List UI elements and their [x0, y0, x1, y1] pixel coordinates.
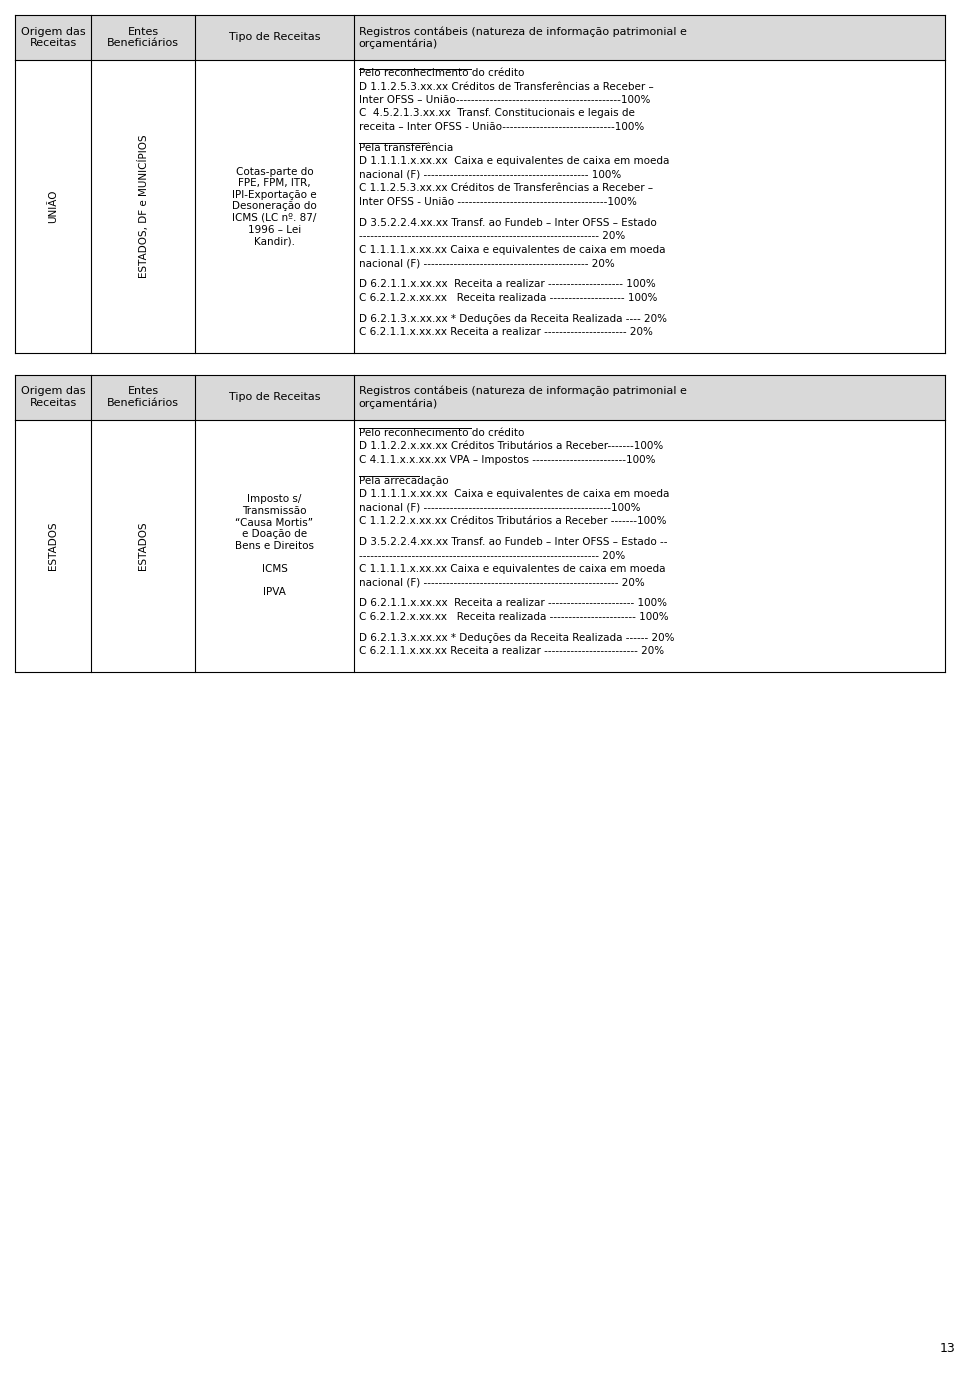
- Text: C  4.5.2.1.3.xx.xx  Transf. Constitucionais e legais de: C 4.5.2.1.3.xx.xx Transf. Constitucionai…: [358, 108, 635, 118]
- Text: D 3.5.2.2.4.xx.xx Transf. ao Fundeb – Inter OFSS – Estado --: D 3.5.2.2.4.xx.xx Transf. ao Fundeb – In…: [358, 537, 667, 546]
- Bar: [15, 15, 945, 60]
- Text: ---------------------------------------------------------------- 20%: ----------------------------------------…: [358, 551, 625, 560]
- Text: Pelo reconhecimento do crédito: Pelo reconhecimento do crédito: [358, 69, 524, 78]
- Text: Entes
Beneficiários: Entes Beneficiários: [108, 26, 180, 48]
- Text: ---------------------------------------------------------------- 20%: ----------------------------------------…: [358, 231, 625, 242]
- Text: Tipo de Receitas: Tipo de Receitas: [228, 393, 321, 402]
- Bar: [15, 375, 945, 420]
- Text: Entes
Beneficiários: Entes Beneficiários: [108, 386, 180, 408]
- Text: Pela arrecadação: Pela arrecadação: [358, 475, 448, 486]
- Text: D 1.1.1.1.x.xx.xx  Caixa e equivalentes de caixa em moeda: D 1.1.1.1.x.xx.xx Caixa e equivalentes d…: [358, 489, 669, 500]
- Bar: [15, 60, 945, 353]
- Text: Inter OFSS - União ----------------------------------------100%: Inter OFSS - União ---------------------…: [358, 196, 636, 207]
- Text: Registros contábeis (natureza de informação patrimonial e
orçamentária): Registros contábeis (natureza de informa…: [358, 26, 686, 49]
- Text: D 6.2.1.3.x.xx.xx * Deduções da Receita Realizada ---- 20%: D 6.2.1.3.x.xx.xx * Deduções da Receita …: [358, 313, 666, 324]
- Text: Inter OFSS – União--------------------------------------------100%: Inter OFSS – União----------------------…: [358, 95, 650, 104]
- Text: C 1.1.1.1.x.xx.xx Caixa e equivalentes de caixa em moeda: C 1.1.1.1.x.xx.xx Caixa e equivalentes d…: [358, 564, 665, 574]
- Text: nacional (F) ---------------------------------------------------- 20%: nacional (F) ---------------------------…: [358, 578, 644, 588]
- Text: ESTADOS: ESTADOS: [48, 522, 59, 570]
- Text: Pela transferência: Pela transferência: [358, 143, 453, 152]
- Text: C 4.1.1.x.x.xx.xx VPA – Impostos -------------------------100%: C 4.1.1.x.x.xx.xx VPA – Impostos -------…: [358, 454, 655, 464]
- Text: C 6.2.1.2.x.xx.xx   Receita realizada -------------------- 100%: C 6.2.1.2.x.xx.xx Receita realizada ----…: [358, 292, 657, 303]
- Text: nacional (F) -------------------------------------------- 20%: nacional (F) ---------------------------…: [358, 258, 614, 268]
- Text: Origem das
Receitas: Origem das Receitas: [21, 386, 85, 408]
- Text: C 1.1.1.1.x.xx.xx Caixa e equivalentes de caixa em moeda: C 1.1.1.1.x.xx.xx Caixa e equivalentes d…: [358, 244, 665, 255]
- Text: D 1.1.2.5.3.xx.xx Créditos de Transferências a Receber –: D 1.1.2.5.3.xx.xx Créditos de Transferên…: [358, 81, 653, 92]
- Text: D 3.5.2.2.4.xx.xx Transf. ao Fundeb – Inter OFSS – Estado: D 3.5.2.2.4.xx.xx Transf. ao Fundeb – In…: [358, 218, 657, 228]
- Text: nacional (F) --------------------------------------------------100%: nacional (F) ---------------------------…: [358, 503, 640, 512]
- Text: nacional (F) -------------------------------------------- 100%: nacional (F) ---------------------------…: [358, 170, 621, 180]
- Text: Cotas-parte do
FPE, FPM, ITR,
IPI-Exportação e
Desoneração do
ICMS (LC nº. 87/
1: Cotas-parte do FPE, FPM, ITR, IPI-Export…: [232, 166, 317, 246]
- Text: UNIÃO: UNIÃO: [48, 189, 59, 222]
- Text: 13: 13: [939, 1341, 955, 1355]
- Bar: [15, 420, 945, 671]
- Text: C 6.2.1.1.x.xx.xx Receita a realizar ------------------------- 20%: C 6.2.1.1.x.xx.xx Receita a realizar ---…: [358, 647, 663, 656]
- Text: D 1.1.1.1.x.xx.xx  Caixa e equivalentes de caixa em moeda: D 1.1.1.1.x.xx.xx Caixa e equivalentes d…: [358, 157, 669, 166]
- Text: C 6.2.1.2.x.xx.xx   Receita realizada ----------------------- 100%: C 6.2.1.2.x.xx.xx Receita realizada ----…: [358, 612, 668, 622]
- Text: D 6.2.1.1.x.xx.xx  Receita a realizar -------------------- 100%: D 6.2.1.1.x.xx.xx Receita a realizar ---…: [358, 279, 656, 290]
- Text: C 1.1.2.2.x.xx.xx Créditos Tributários a Receber -------100%: C 1.1.2.2.x.xx.xx Créditos Tributários a…: [358, 516, 666, 526]
- Text: C 1.1.2.5.3.xx.xx Créditos de Transferências a Receber –: C 1.1.2.5.3.xx.xx Créditos de Transferên…: [358, 184, 653, 194]
- Text: Origem das
Receitas: Origem das Receitas: [21, 26, 85, 48]
- Text: D 6.2.1.3.x.xx.xx * Deduções da Receita Realizada ------ 20%: D 6.2.1.3.x.xx.xx * Deduções da Receita …: [358, 633, 674, 643]
- Text: Imposto s/
Transmissão
“Causa Mortis”
e Doação de
Bens e Direitos

ICMS

IPVA: Imposto s/ Transmissão “Causa Mortis” e …: [235, 494, 314, 597]
- Text: D 1.1.2.2.x.xx.xx Créditos Tributários a Receber-------100%: D 1.1.2.2.x.xx.xx Créditos Tributários a…: [358, 441, 662, 452]
- Text: ESTADOS, DF e MUNICÍPIOS: ESTADOS, DF e MUNICÍPIOS: [138, 135, 149, 279]
- Text: C 6.2.1.1.x.xx.xx Receita a realizar ---------------------- 20%: C 6.2.1.1.x.xx.xx Receita a realizar ---…: [358, 327, 653, 338]
- Text: ESTADOS: ESTADOS: [138, 522, 149, 570]
- Text: Pelo reconhecimento do crédito: Pelo reconhecimento do crédito: [358, 428, 524, 438]
- Text: receita – Inter OFSS - União------------------------------100%: receita – Inter OFSS - União------------…: [358, 122, 644, 132]
- Text: Registros contábeis (natureza de informação patrimonial e
orçamentária): Registros contábeis (natureza de informa…: [358, 386, 686, 409]
- Text: Tipo de Receitas: Tipo de Receitas: [228, 33, 321, 43]
- Text: D 6.2.1.1.x.xx.xx  Receita a realizar ----------------------- 100%: D 6.2.1.1.x.xx.xx Receita a realizar ---…: [358, 599, 666, 608]
